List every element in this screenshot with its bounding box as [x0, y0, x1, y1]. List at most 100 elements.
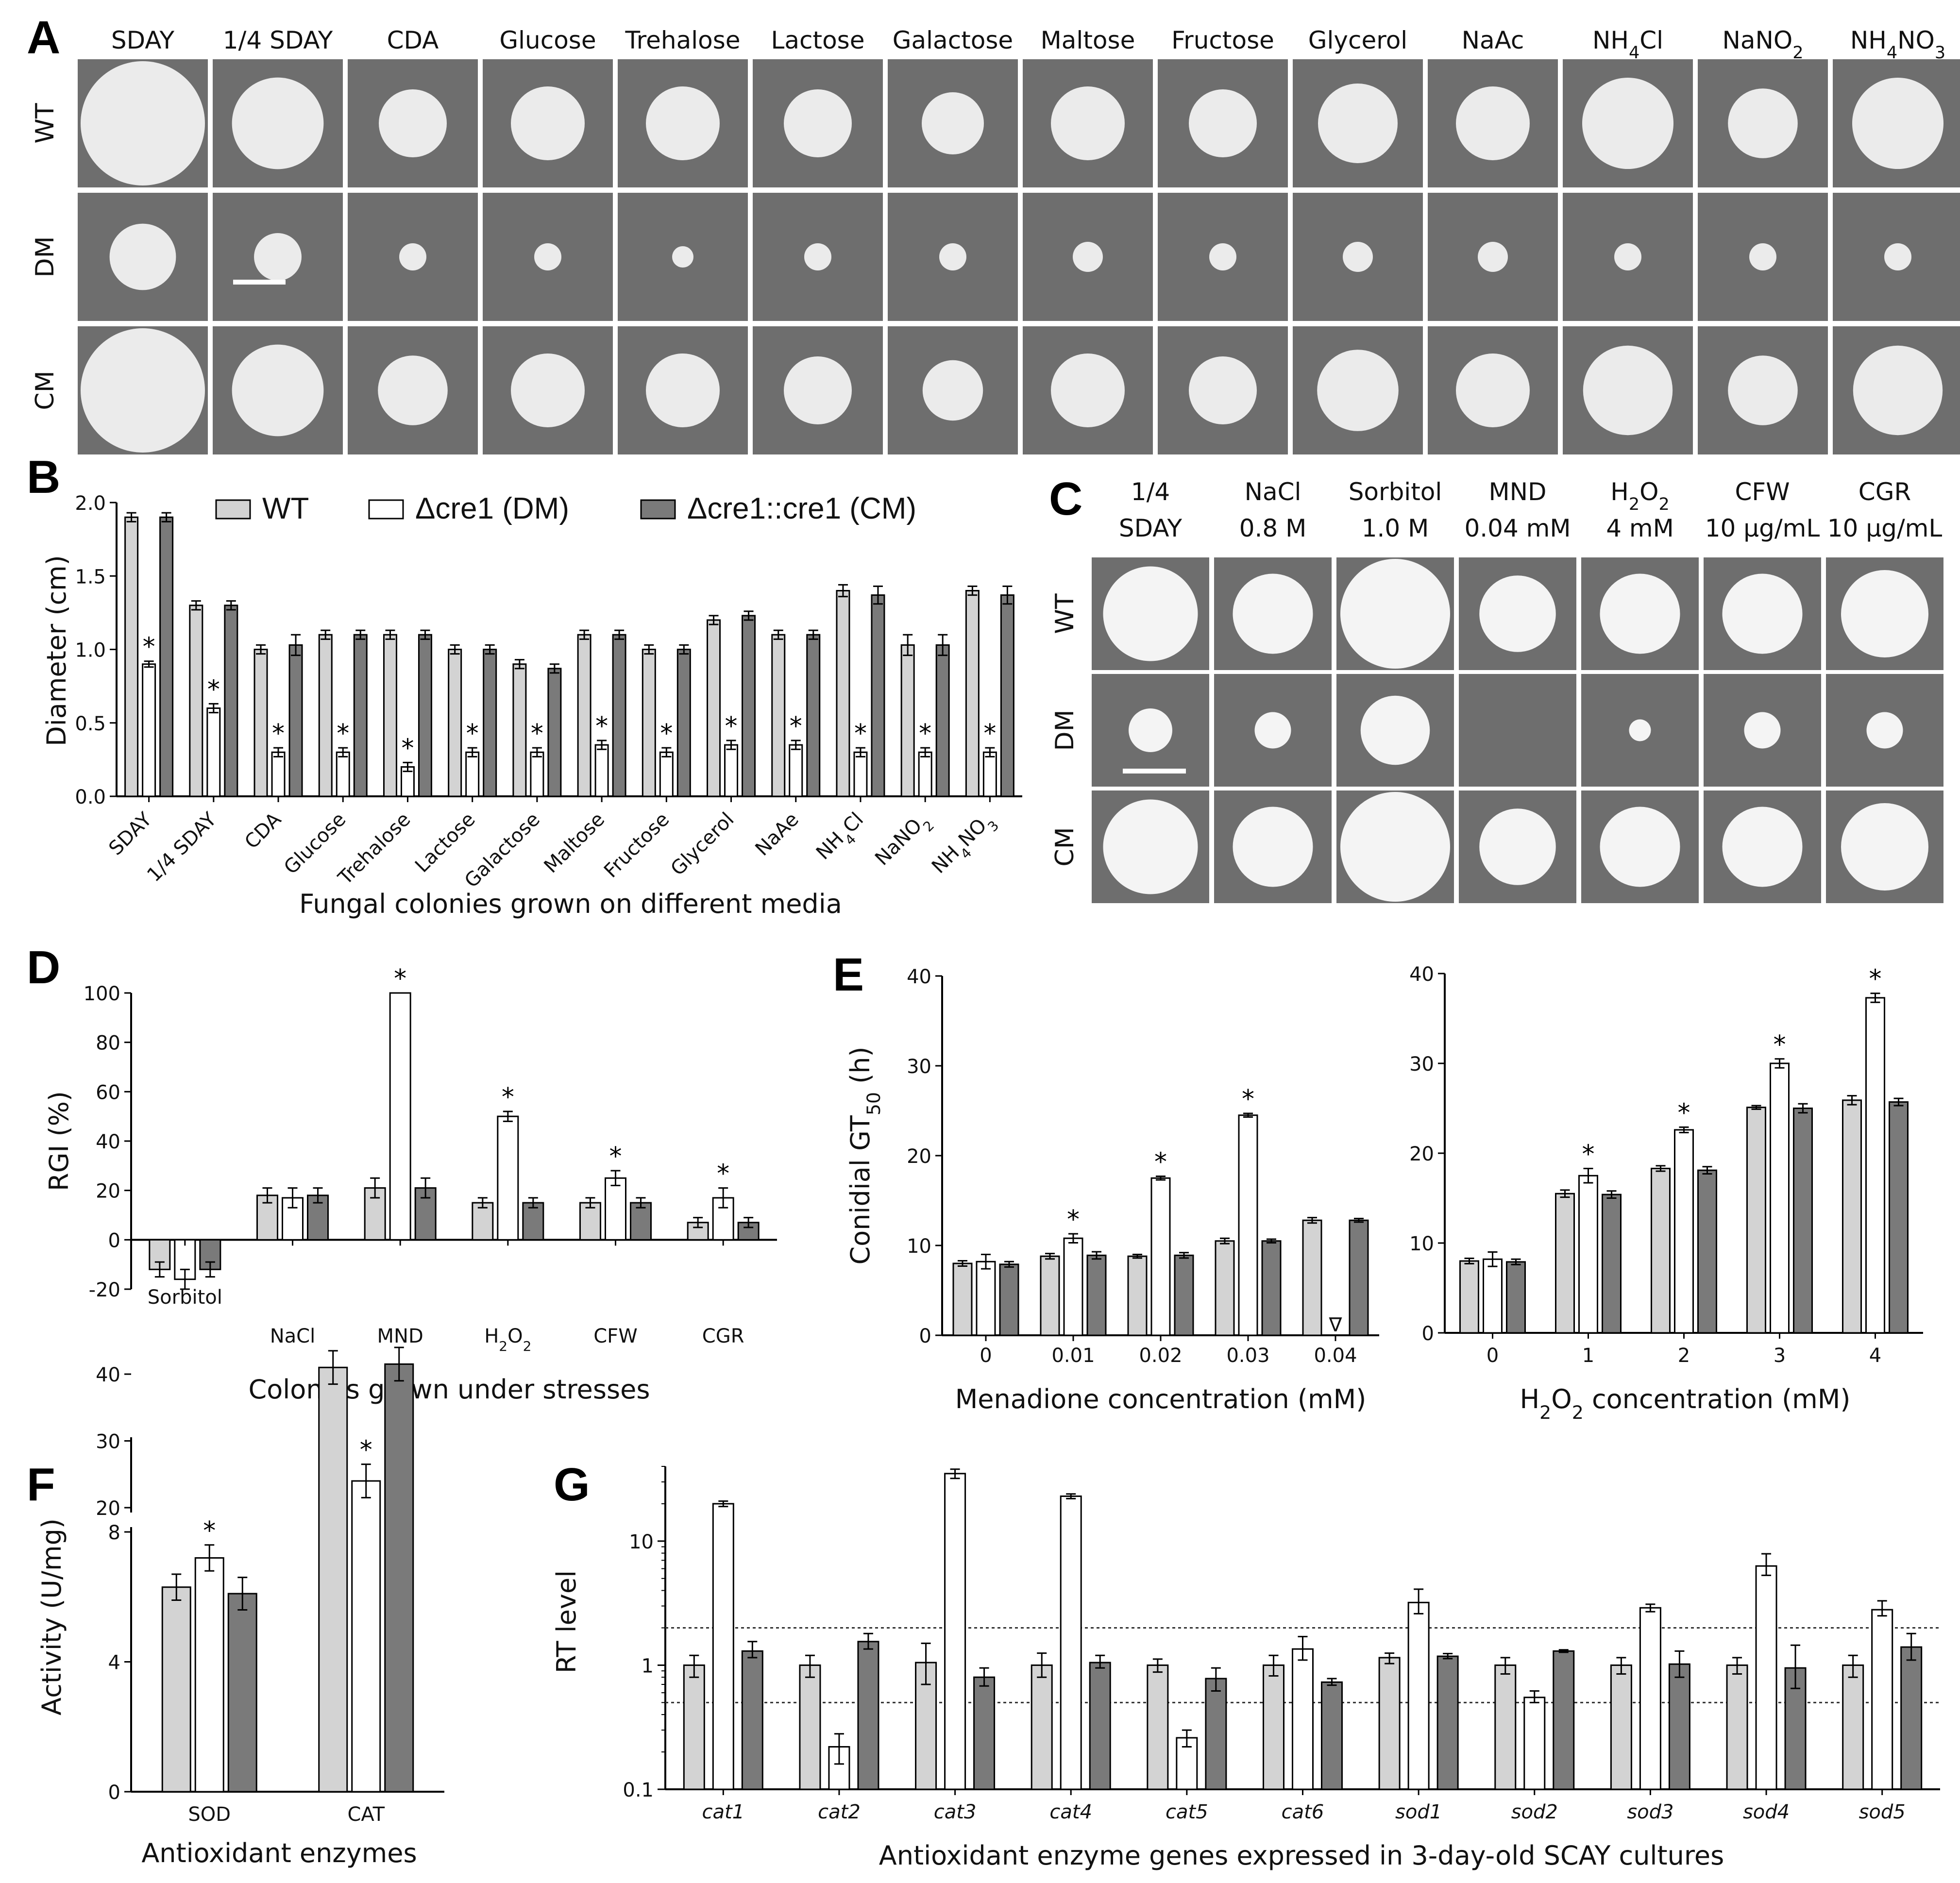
column-header-lactose: Lactose — [771, 26, 865, 54]
category-label: sod2 — [1511, 1801, 1558, 1823]
colony — [922, 360, 983, 421]
colony — [1479, 575, 1556, 652]
colony — [1340, 559, 1450, 669]
y-tick-label: 0 — [919, 1325, 931, 1347]
category-label: 0 — [1487, 1345, 1499, 1367]
bar-dm-4 — [1865, 997, 1885, 1334]
colony — [1744, 712, 1781, 749]
text-span: 2 — [1572, 1402, 1584, 1423]
colony — [804, 243, 831, 270]
bar-wt-0 — [952, 1262, 973, 1336]
bar-wt-cfw — [579, 1202, 601, 1241]
bar-dm-nh4cl — [853, 751, 868, 797]
category-label: SDAY — [104, 808, 156, 860]
text-span: CDA — [240, 808, 286, 853]
colony — [1728, 88, 1798, 158]
y-tick-label: 0 — [108, 1229, 120, 1252]
text-span: 0 — [1487, 1345, 1499, 1367]
category-label: Glycerol — [666, 808, 738, 880]
text-span: 04 — [1333, 1345, 1357, 1367]
colony — [1343, 242, 1373, 272]
bar-cm-sod2 — [1553, 1650, 1575, 1790]
category-label: 4 — [1869, 1345, 1881, 1367]
bar-cm-sod1 — [1436, 1655, 1459, 1790]
bar-cm-cat1 — [741, 1650, 763, 1790]
colony — [1051, 353, 1125, 427]
significance-mark: * — [207, 675, 220, 704]
bar-wt-cat — [318, 1366, 348, 1793]
x-axis-label: Colonies grown under stresses — [249, 1374, 650, 1405]
significance-mark: * — [1067, 1205, 1080, 1234]
colony — [534, 243, 561, 270]
bar-cm-3 — [1793, 1108, 1813, 1334]
bar-cm-1 — [1602, 1194, 1622, 1334]
bar-wt-nh4no3 — [965, 590, 980, 797]
panel-letter-f: F — [27, 1459, 55, 1511]
bar-wt-0 — [1459, 1260, 1479, 1334]
row-label-cm: CM — [1050, 827, 1080, 866]
text-span: MND — [377, 1325, 423, 1347]
significance-mark: * — [401, 734, 414, 763]
bar-wt-nano2 — [900, 644, 915, 797]
colony — [1318, 84, 1398, 163]
bar-cm-sday — [159, 516, 174, 797]
colony — [1583, 345, 1673, 436]
row-label-dm: DM — [1050, 710, 1080, 751]
text-span: Glycerol — [1308, 26, 1407, 54]
missing-value-marker: ∇ — [1329, 1314, 1342, 1336]
colony — [1456, 86, 1530, 160]
y-tick-label: 40 — [1409, 963, 1434, 986]
text-span: NH — [1850, 26, 1887, 54]
category-label: cat2 — [818, 1801, 861, 1823]
column-header-line2: 1.0 M — [1362, 514, 1429, 542]
bar-cm-cat2 — [857, 1641, 879, 1790]
text-span: NO — [1897, 26, 1935, 54]
bar-wt-0-04 — [1302, 1219, 1322, 1336]
column-header-line1: 1/4 — [1131, 478, 1170, 506]
text-span: SDAY — [111, 26, 175, 54]
bar-cm-fructose — [676, 649, 691, 797]
text-span: Fructose — [1171, 26, 1274, 54]
column-header-glucose: Glucose — [499, 26, 596, 54]
text-span: . — [1326, 1345, 1333, 1367]
colony — [81, 61, 205, 185]
text-span: 4 — [1869, 1345, 1881, 1367]
text-span: MND — [1488, 478, 1546, 506]
bar-cm-sod5 — [1900, 1646, 1923, 1790]
text-span: 0 — [1051, 1345, 1064, 1367]
text-span: Sorbitol — [148, 1286, 222, 1309]
y-tick-label: 20 — [96, 1180, 120, 1203]
y-tick-label: 1 — [642, 1655, 654, 1677]
bar-dm-nano2 — [918, 751, 932, 797]
text-span: NH — [928, 841, 964, 878]
text-span: 0 — [1139, 1345, 1151, 1367]
colony — [1209, 243, 1236, 270]
bar-wt-fructose — [642, 649, 656, 797]
y-tick-label: 30 — [1409, 1053, 1434, 1076]
significance-mark: * — [1154, 1148, 1167, 1177]
bar-dm-1 — [1578, 1175, 1598, 1334]
plate-image — [1459, 674, 1576, 787]
bar-cm-cat6 — [1321, 1681, 1343, 1790]
significance-mark: * — [337, 719, 349, 748]
colony — [378, 355, 448, 425]
column-header-line2: 4 mM — [1606, 514, 1674, 542]
legend-swatch-wt — [215, 499, 251, 520]
panel-letter-g: G — [554, 1459, 590, 1511]
bar-cm-glucose — [353, 634, 368, 797]
text-span: 1 — [223, 26, 238, 54]
colony — [109, 223, 176, 290]
colony — [232, 77, 324, 169]
row-label-dm: DM — [31, 236, 60, 278]
column-header-galactose: Galactose — [893, 26, 1013, 54]
category-label: 0 — [980, 1345, 992, 1367]
colony — [399, 243, 426, 270]
category-label: NaNO2 — [871, 808, 937, 875]
bar-dm-galactose — [530, 751, 544, 797]
bar-wt-1 — [1555, 1193, 1575, 1334]
bar-cm-cda — [288, 644, 303, 797]
colony — [1360, 695, 1430, 765]
column-header-line2: 10 μg/mL — [1705, 514, 1820, 542]
y-axis-label: Conidial GT50 (h) — [845, 1046, 884, 1264]
